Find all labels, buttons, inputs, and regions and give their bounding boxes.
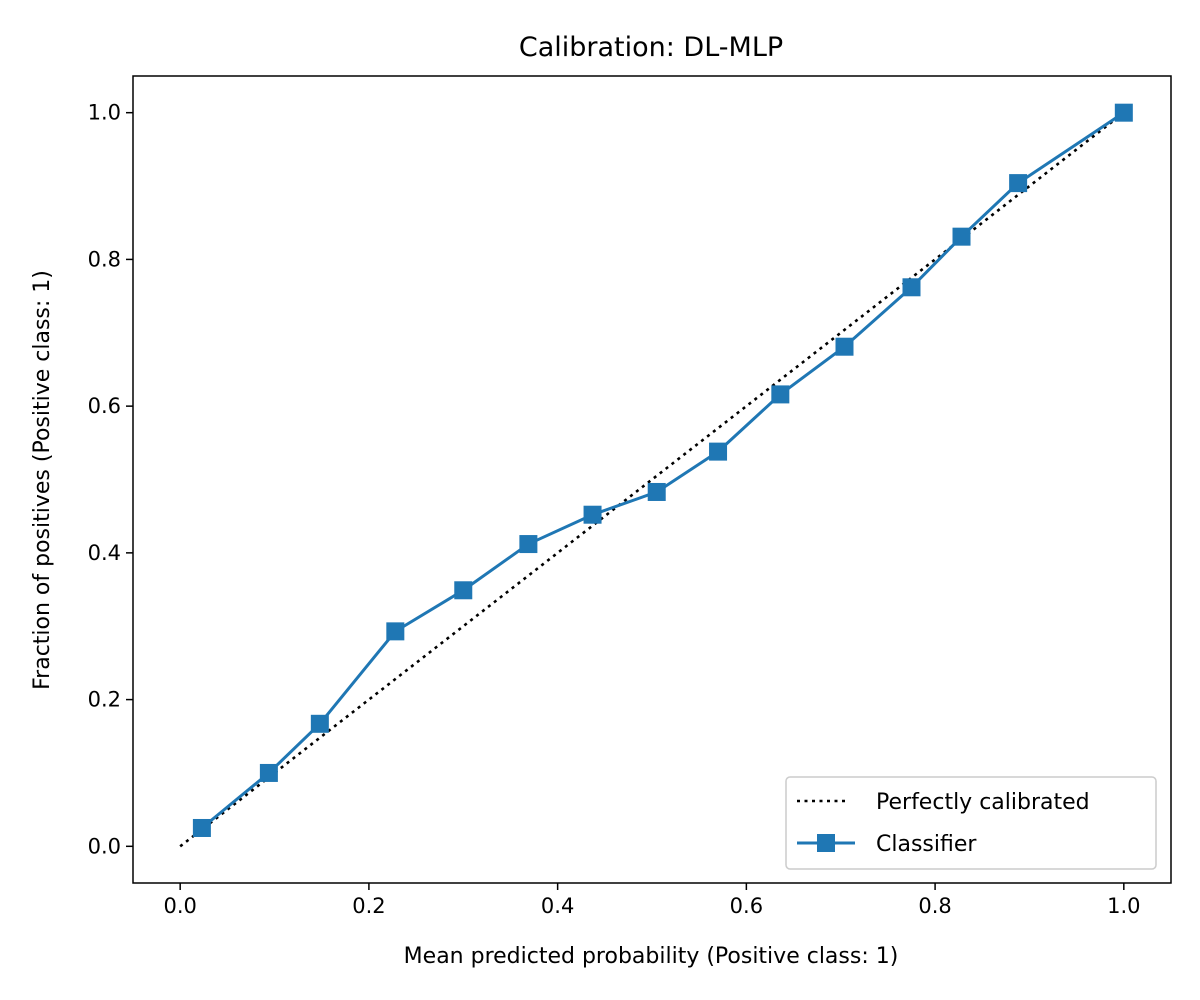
legend-classifier-marker xyxy=(817,834,835,852)
x-axis-label: Mean predicted probability (Positive cla… xyxy=(404,944,899,969)
chart-title: Calibration: DL-MLP xyxy=(519,32,783,63)
x-tick-label: 0.8 xyxy=(918,894,951,918)
y-tick-label: 1.0 xyxy=(88,101,121,125)
classifier-point xyxy=(583,505,602,524)
plot-area: 0.0 0.2 0.4 0.6 0.8 1.0 0.0 0.2 0.4 0.6 0.8 1.0 xyxy=(88,75,1172,918)
classifier-point xyxy=(647,482,666,501)
classifier-point xyxy=(192,818,211,837)
x-tick-label: 0.0 xyxy=(163,894,196,918)
x-tick-label: 1.0 xyxy=(1107,894,1140,918)
y-tick-label: 0.2 xyxy=(88,688,121,712)
legend-box xyxy=(785,776,1157,870)
y-tick-label: 0.8 xyxy=(88,247,121,271)
classifier-point xyxy=(1009,174,1028,193)
classifier-point xyxy=(519,535,538,554)
classifier-point xyxy=(952,227,971,246)
x-axis-ticks: 0.0 0.2 0.4 0.6 0.8 1.0 xyxy=(163,883,1141,918)
x-tick-label: 0.2 xyxy=(352,894,385,918)
y-axis-label: Fraction of positives (Positive class: 1… xyxy=(30,270,55,690)
classifier-point xyxy=(310,714,329,733)
classifier-point xyxy=(709,442,728,461)
legend: Perfectly calibrated Classifier xyxy=(785,776,1157,870)
y-axis-ticks: 0.0 0.2 0.4 0.6 0.8 1.0 xyxy=(88,101,133,858)
y-tick-label: 0.6 xyxy=(88,394,121,418)
plot-frame xyxy=(132,75,1172,884)
legend-label-classifier: Classifier xyxy=(876,832,977,857)
classifier-point xyxy=(771,385,790,404)
classifier-point xyxy=(259,763,278,782)
x-tick-label: 0.4 xyxy=(541,894,574,918)
classifier-point xyxy=(454,581,473,600)
classifier-point xyxy=(902,278,921,297)
series-layer xyxy=(179,103,1133,848)
classifier-point xyxy=(835,337,854,356)
legend-label-perfectly-calibrated: Perfectly calibrated xyxy=(876,790,1090,815)
y-tick-label: 0.4 xyxy=(88,541,121,565)
classifier-point xyxy=(386,622,405,641)
classifier-point xyxy=(1114,103,1133,122)
x-tick-label: 0.6 xyxy=(730,894,763,918)
y-tick-label: 0.0 xyxy=(88,834,121,858)
